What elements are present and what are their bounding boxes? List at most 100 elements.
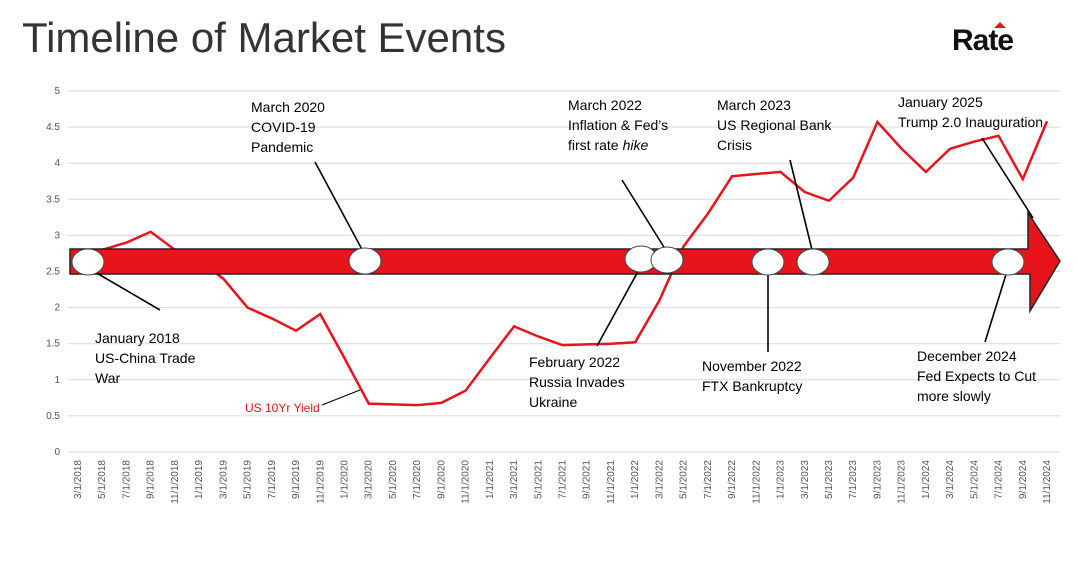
x-tick-label: 11/1/2023 [897, 460, 908, 504]
annotations: US 10Yr Yield January 2018 US-China Trade W… [71, 94, 1043, 415]
x-tick-label: 9/1/2023 [872, 460, 883, 499]
event-marker [71, 248, 105, 276]
annotation: January 2018 US-China Trade War [95, 330, 196, 386]
x-tick-label: 9/1/2024 [1018, 460, 1029, 499]
x-tick-label: 3/1/2020 [364, 460, 375, 499]
x-tick-label: 3/1/2021 [509, 460, 520, 499]
event-marker [751, 248, 785, 276]
x-tick-label: 7/1/2018 [121, 460, 132, 499]
x-tick-label: 7/1/2019 [267, 460, 278, 499]
logo: Rate [952, 24, 1013, 57]
x-tick-label: 5/1/2019 [243, 460, 254, 499]
x-tick-label: 7/1/2022 [703, 460, 714, 499]
annotation-line: more slowly [917, 388, 991, 404]
annotation: March 2022 Inflation & Fed’s first rate hik… [568, 97, 668, 153]
x-tick-label: 1/1/2020 [339, 460, 350, 499]
x-tick-label: 3/1/2022 [654, 460, 665, 499]
annotation-line: Pandemic [251, 139, 313, 155]
grid: 0 0.5 1 1.5 2 2.5 3 3.5 4 4.5 5 3/1/2018 5/1/2018 7/1… [46, 86, 1060, 504]
x-tick-label: 1/1/2024 [921, 460, 932, 499]
x-tick-label: 5/1/2023 [824, 460, 835, 499]
x-tick-label: 3/1/2024 [945, 460, 956, 499]
logo-mark [994, 22, 1006, 28]
x-tick-label: 11/1/2021 [606, 460, 617, 504]
x-tick-label: 1/1/2023 [776, 460, 787, 499]
y-tick-label: 4 [54, 158, 60, 169]
y-tick-label: 1 [54, 375, 60, 386]
event-marker [991, 248, 1025, 276]
annotation-line: March 2020 [251, 99, 325, 115]
x-tick-label: 11/1/2018 [170, 460, 181, 504]
x-tick-label: 11/1/2020 [461, 460, 472, 504]
x-tick-label: 11/1/2019 [315, 460, 326, 504]
line-series [77, 119, 1049, 407]
annotation-leader [87, 267, 161, 311]
x-tick-label: 5/1/2022 [679, 460, 690, 499]
annotation-leader [596, 265, 642, 347]
x-tick-label: 11/1/2024 [1042, 460, 1053, 504]
annotation-italic: hike [623, 137, 649, 153]
x-tick-label: 5/1/2020 [388, 460, 399, 499]
annotation-line: first rate [568, 137, 619, 153]
y-tick-label: 3 [54, 230, 60, 241]
x-tick-label: 1/1/2019 [194, 460, 205, 499]
x-tick-label: 5/1/2018 [97, 460, 108, 499]
timeline-arrow [69, 210, 1061, 314]
annotation-line: January 2025 [898, 94, 983, 110]
annotation: November 2022 FTX Bankruptcy [702, 358, 802, 394]
x-tick-label: 7/1/2021 [558, 460, 569, 499]
annotation-line: US Regional Bank [717, 117, 832, 133]
annotation: February 2022 Russia Invades Ukraine [529, 354, 625, 410]
x-tick-label: 5/1/2024 [969, 460, 980, 499]
annotation-leader [984, 267, 1009, 343]
x-tick-label: 9/1/2021 [582, 460, 593, 499]
annotation-line: March 2022 [568, 97, 642, 113]
annotation-line: COVID-19 [251, 119, 316, 135]
y-tick-label: 3.5 [46, 194, 60, 205]
annotation-line: FTX Bankruptcy [702, 378, 802, 394]
annotation-line: Crisis [717, 137, 752, 153]
annotation-line: Trump 2.0 Inauguration [898, 114, 1043, 130]
event-marker [650, 246, 684, 274]
annotation-line: March 2023 [717, 97, 791, 113]
annotation-line: Russia Invades [529, 374, 625, 390]
annotation: December 2024 Fed Expects to Cut more slow… [917, 348, 1036, 404]
x-tick-label: 3/1/2019 [218, 460, 229, 499]
legend-leader [321, 389, 361, 406]
y-tick-label: 5 [54, 86, 60, 97]
x-tick-label: 9/1/2022 [727, 460, 738, 499]
x-tick-label: 9/1/2020 [436, 460, 447, 499]
y-tick-label: 4.5 [46, 122, 60, 133]
x-tick-label: 3/1/2018 [73, 460, 84, 499]
series-layer [77, 119, 1049, 407]
x-tick-label: 9/1/2019 [291, 460, 302, 499]
y-tick-label: 2.5 [46, 267, 60, 278]
annotation: January 2025 Trump 2.0 Inauguration [898, 94, 1043, 130]
x-tick-label: 1/1/2022 [630, 460, 641, 499]
chart-title: Timeline of Market Events [22, 14, 506, 61]
annotation: March 2020 COVID-19 Pandemic [251, 99, 325, 155]
annotation-leader [789, 159, 814, 255]
annotation-line: December 2024 [917, 348, 1017, 364]
annotation-line: Fed Expects to Cut [917, 368, 1036, 384]
y-tick-label: 1.5 [46, 339, 60, 350]
y-tick-label: 0.5 [46, 411, 60, 422]
x-tick-label: 7/1/2023 [848, 460, 859, 499]
annotation-leader [314, 161, 366, 256]
x-tick-label: 7/1/2020 [412, 460, 423, 499]
annotation-line: US-China Trade [95, 350, 196, 366]
y-tick-label: 0 [54, 447, 60, 458]
annotation-line: Ukraine [529, 394, 577, 410]
x-tick-label: 11/1/2022 [751, 460, 762, 504]
event-marker [796, 248, 830, 276]
x-tick-label: 5/1/2021 [533, 460, 544, 499]
annotation-line: War [95, 370, 120, 386]
annotation-leader [981, 137, 1034, 219]
x-tick-label: 3/1/2023 [800, 460, 811, 499]
legend-label: US 10Yr Yield [245, 401, 320, 415]
annotation-leader [621, 179, 668, 253]
x-tick-label: 9/1/2018 [146, 460, 157, 499]
event-marker [348, 247, 382, 275]
annotation-line: November 2022 [702, 358, 802, 374]
